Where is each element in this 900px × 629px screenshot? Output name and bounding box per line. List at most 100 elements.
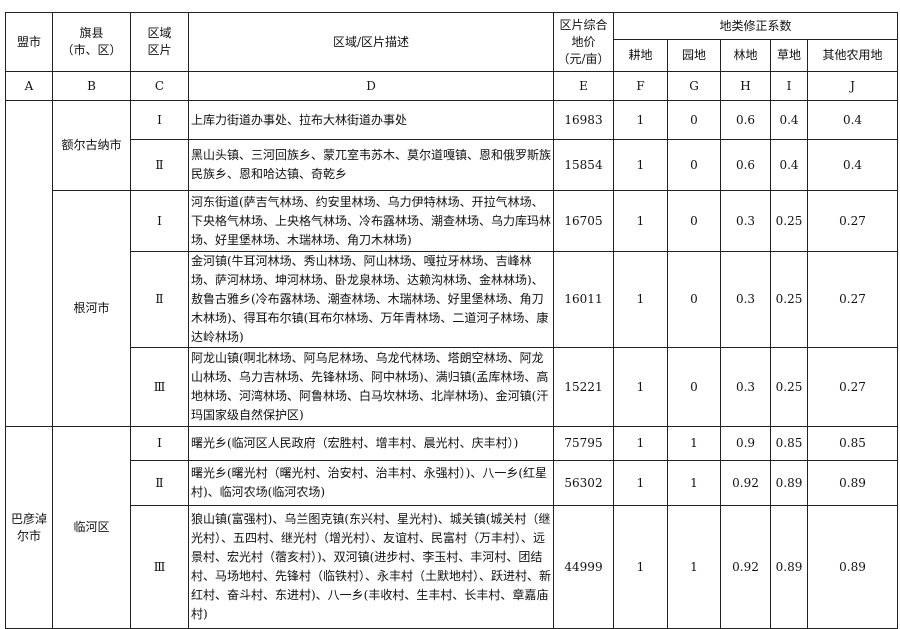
land-price-table: 盟市 旗县 （市、区） 区域 区片 区域/区片描述 区片综合 地价 （元/亩） 地类修正… — [5, 11, 899, 629]
table-row: 根河市 Ⅰ 河东街道(萨吉气林场、约安里林场、乌力伊特林场、开拉气林场、下央格气… — [6, 190, 899, 427]
league-city-cell — [5, 100, 53, 427]
price-cell: 16983 — [553, 100, 614, 140]
header-zone: 区域 区片 — [130, 12, 189, 72]
zone-cell: Ⅰ — [130, 190, 189, 252]
desc-cell: 上库力街道办事处、拉布大林街道办事处 — [188, 100, 554, 140]
coef-i: 0.25 — [770, 347, 808, 427]
desc-cell: 河东街道(萨吉气林场、约安里林场、乌力伊特林场、开拉气林场、下央格气林场、上央格… — [188, 190, 554, 252]
desc-cell: 黑山头镇、三河回族乡、蒙兀室韦苏木、莫尔道嘎镇、恩和俄罗斯族民族乡、恩和哈达镇、… — [188, 139, 554, 191]
coef-h: 0.3 — [720, 251, 771, 348]
letter-j: J — [806, 71, 899, 101]
coef-f: 1 — [613, 426, 668, 461]
table-row: Ⅱ 曙光乡(曙光村（曙光村、治安村、治丰村、永强村）)、八一乡(红星村)、临河农… — [6, 460, 899, 506]
zone-cell: Ⅱ — [130, 139, 189, 191]
coef-i: 0.25 — [770, 190, 808, 252]
table-row: Ⅱ 黑山头镇、三河回族乡、蒙兀室韦苏木、莫尔道嘎镇、恩和俄罗斯族民族乡、恩和哈达… — [6, 139, 899, 191]
desc-cell: 阿龙山镇(啊北林场、阿乌尼林场、乌龙代林场、塔朗空林场、阿龙山林场、乌力吉林场、… — [188, 347, 554, 427]
coef-f: 1 — [613, 190, 668, 252]
coef-f: 1 — [613, 347, 668, 427]
coef-i: 0.4 — [770, 139, 808, 191]
coef-h: 0.3 — [720, 347, 771, 427]
coef-i: 0.89 — [770, 505, 808, 629]
header-banner-county: 旗县 （市、区） — [52, 12, 131, 72]
price-cell: 15854 — [553, 139, 614, 191]
table-row: 巴彦淖尔市 临河区 Ⅰ 曙光乡(临河区人民政府（宏胜村、增丰村、晨光村、庆丰村）… — [5, 426, 899, 629]
letter-b: B — [52, 71, 131, 101]
letter-i: I — [770, 71, 808, 101]
zone-cell: Ⅱ — [130, 460, 189, 506]
coef-g: 0 — [667, 347, 721, 427]
letter-d: D — [188, 71, 554, 101]
price-cell: 15221 — [553, 347, 614, 427]
coef-g: 0 — [667, 139, 721, 191]
coef-j: 0.27 — [806, 347, 899, 427]
header-price: 区片综合 地价 （元/亩） — [553, 12, 614, 72]
coef-j: 0.4 — [806, 100, 899, 140]
coef-i: 0.4 — [770, 100, 808, 140]
letter-g: G — [667, 71, 721, 101]
coef-g: 0 — [667, 100, 721, 140]
county-cell: 额尔古纳市 — [52, 100, 131, 191]
table-row: Ⅱ 金河镇(牛耳河林场、秀山林场、阿山林场、嘎拉牙林场、吉峰林场、萨河林场、坤河… — [6, 251, 899, 348]
coef-g: 0 — [667, 251, 721, 348]
letter-f: F — [613, 71, 668, 101]
header-league-city: 盟市 — [5, 12, 53, 72]
coef-g: 1 — [667, 426, 721, 461]
zone-cell: Ⅰ — [130, 426, 189, 461]
zone-cell: Ⅲ — [130, 347, 189, 427]
letter-a: A — [5, 71, 53, 101]
coef-h: 0.6 — [720, 100, 771, 140]
league-city-cell: 巴彦淖尔市 — [5, 426, 53, 629]
coef-j: 0.85 — [806, 426, 899, 461]
coef-h: 0.6 — [720, 139, 771, 191]
header-coef-forest: 林地 — [720, 39, 771, 72]
header-coef-other: 其他农用地 — [806, 39, 899, 72]
letter-c: C — [130, 71, 189, 101]
price-cell: 16011 — [553, 251, 614, 348]
coef-g: 1 — [667, 505, 721, 629]
table-row: Ⅲ 阿龙山镇(啊北林场、阿乌尼林场、乌龙代林场、塔朗空林场、阿龙山林场、乌力吉林… — [6, 347, 899, 427]
coef-g: 0 — [667, 190, 721, 252]
coef-g: 1 — [667, 460, 721, 506]
coef-i: 0.89 — [770, 460, 808, 506]
header-coef-grass: 草地 — [770, 39, 808, 72]
coef-j: 0.89 — [806, 460, 899, 506]
header-coef-group: 地类修正系数 — [612, 11, 899, 41]
letter-h: H — [720, 71, 771, 101]
table-row: Ⅲ 狼山镇(富强村)、乌兰图克镇(东兴村、星光村)、城关镇(城关村（继光村）、五… — [6, 505, 899, 629]
price-cell: 44999 — [553, 505, 614, 629]
coef-f: 1 — [613, 505, 668, 629]
coef-f: 1 — [613, 100, 668, 140]
coef-i: 0.85 — [770, 426, 808, 461]
zone-cell: Ⅰ — [130, 100, 189, 140]
coef-f: 1 — [613, 251, 668, 348]
coef-j: 0.89 — [806, 505, 899, 629]
coef-f: 1 — [613, 460, 668, 506]
coef-j: 0.27 — [806, 251, 899, 348]
coef-h: 0.9 — [720, 426, 771, 461]
county-cell: 根河市 — [52, 190, 131, 427]
table-row: 额尔古纳市 Ⅰ 上库力街道办事处、拉布大林街道办事处 16983 1 0 0.6… — [5, 100, 899, 427]
header-description: 区域/区片描述 — [188, 12, 554, 72]
desc-cell: 金河镇(牛耳河林场、秀山林场、阿山林场、嘎拉牙林场、吉峰林场、萨河林场、坤河林场… — [188, 251, 554, 348]
coef-h: 0.92 — [720, 460, 771, 506]
price-cell: 75795 — [553, 426, 614, 461]
price-cell: 16705 — [553, 190, 614, 252]
coef-j: 0.4 — [806, 139, 899, 191]
coef-f: 1 — [613, 139, 668, 191]
letter-e: E — [553, 71, 614, 101]
header-coef-garden: 园地 — [667, 39, 721, 72]
coef-h: 0.92 — [720, 505, 771, 629]
county-cell: 临河区 — [52, 426, 131, 629]
desc-cell: 曙光乡(曙光村（曙光村、治安村、治丰村、永强村）)、八一乡(红星村)、临河农场(… — [188, 460, 554, 506]
header-coef-farmland: 耕地 — [613, 39, 668, 72]
coef-h: 0.3 — [720, 190, 771, 252]
zone-cell: Ⅲ — [130, 505, 189, 629]
zone-cell: Ⅱ — [130, 251, 189, 348]
desc-cell: 曙光乡(临河区人民政府（宏胜村、增丰村、晨光村、庆丰村）) — [188, 426, 554, 461]
price-cell: 56302 — [553, 460, 614, 506]
letter-row: A B C D E F G H I J — [5, 71, 899, 101]
coef-i: 0.25 — [770, 251, 808, 348]
coef-j: 0.27 — [806, 190, 899, 252]
desc-cell: 狼山镇(富强村)、乌兰图克镇(东兴村、星光村)、城关镇(城关村（继光村）、五四村… — [188, 505, 554, 629]
